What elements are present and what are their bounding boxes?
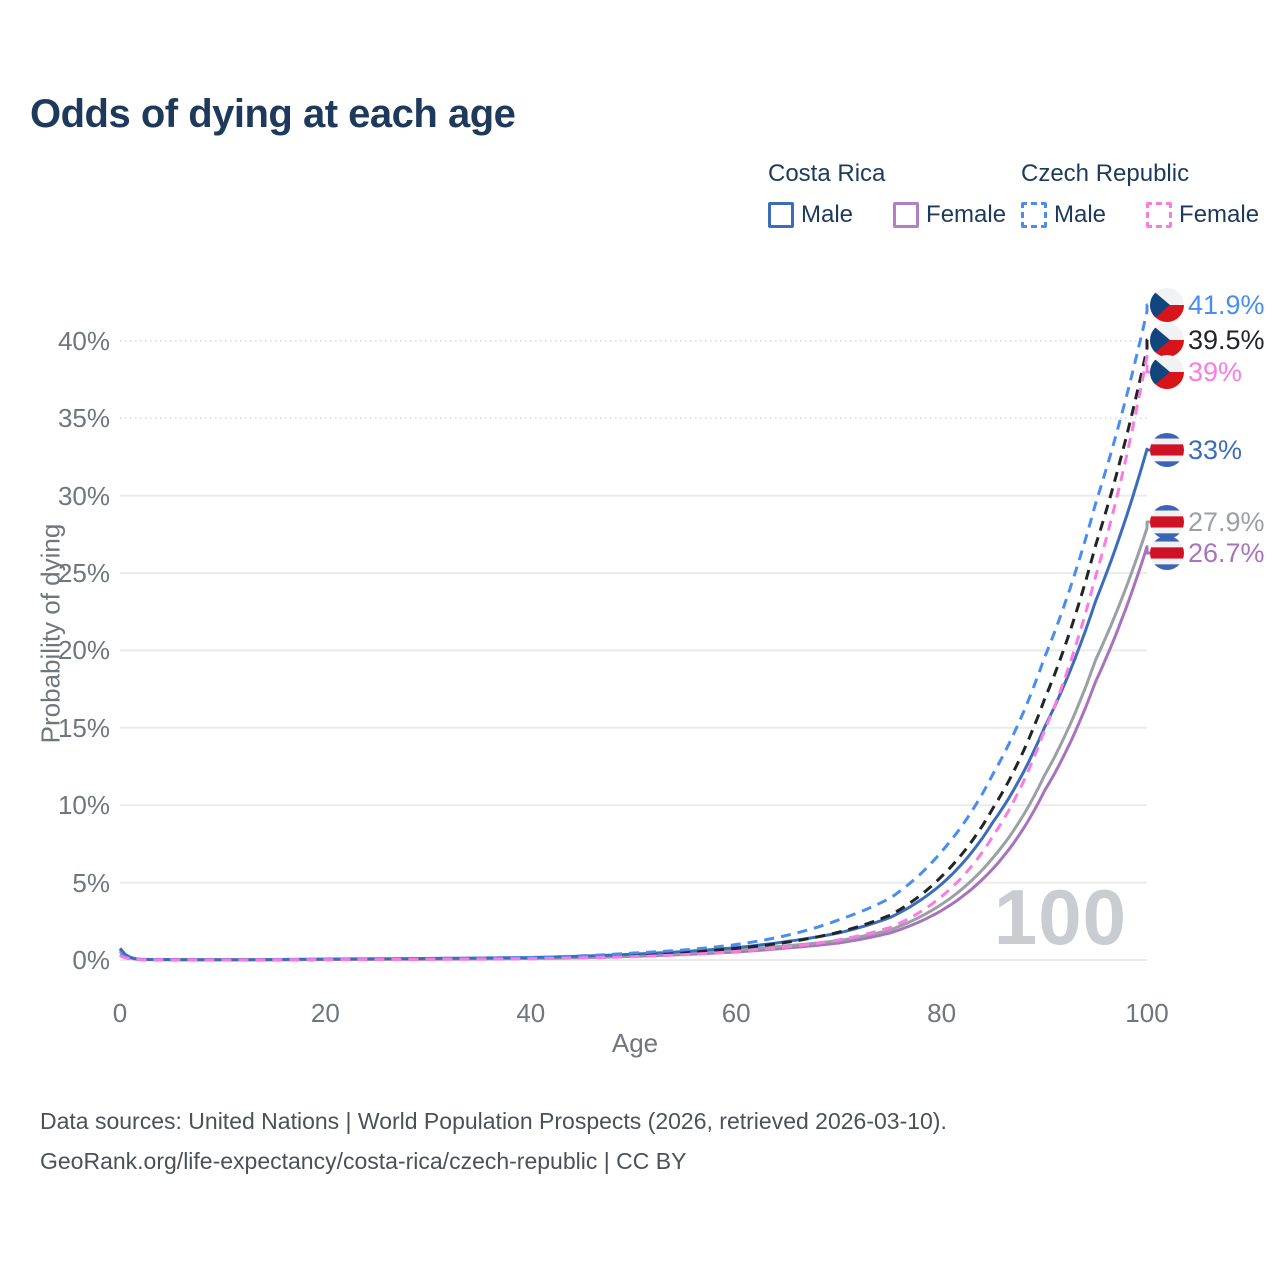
y-tick-30: 30%	[57, 480, 110, 511]
page-title: Odds of dying at each age	[30, 92, 516, 136]
end-value-label-costa-rica-female: 26.7%	[1188, 538, 1265, 568]
costa_rica-flag-icon	[1150, 505, 1184, 539]
attribution-note: GeoRank.org/life-expectancy/costa-rica/c…	[40, 1148, 687, 1174]
legend-item-label: Female	[1179, 201, 1260, 228]
czech-flag-icon	[1150, 355, 1184, 389]
legend-item-costa-rica-male[interactable]: Male	[768, 201, 853, 229]
y-tick-35: 35%	[57, 403, 110, 434]
y-tick-20: 20%	[57, 635, 110, 666]
legend-item-label: Male	[1054, 201, 1107, 228]
costa_rica-flag-icon	[1150, 536, 1184, 570]
legend-item-label: Female	[926, 201, 1007, 228]
end-value-label-czech-republic-male: 41.9%	[1188, 290, 1265, 320]
legend-item-czech-male[interactable]: Male	[1021, 201, 1106, 229]
y-tick-5: 5%	[72, 867, 110, 898]
legend-country-costa-rica[interactable]: Costa Rica	[768, 160, 1006, 193]
legend-group-costa-rica: Costa Rica Male Female	[768, 160, 1006, 229]
legend-swatch-dashed-pink	[1146, 202, 1173, 228]
series-line-costa-rica-female	[119, 545, 1151, 962]
age-counter-watermark: 100	[993, 873, 1127, 961]
y-tick-40: 40%	[57, 325, 110, 356]
legend-country-czech-republic[interactable]: Czech Republic	[1021, 160, 1259, 193]
legend-item-costa-rica-female[interactable]: Female	[893, 201, 1006, 229]
x-tick-0: 0	[112, 998, 128, 1028]
legend-swatch-dashed-blue	[1021, 202, 1047, 228]
legend-country-label: Costa Rica	[768, 160, 886, 187]
x-tick-80: 80	[927, 998, 957, 1028]
y-tick-0: 0%	[72, 945, 110, 975]
x-tick-100: 100	[1125, 998, 1169, 1028]
x-tick-40: 40	[516, 998, 546, 1028]
end-value-label-czech-republic-female: 39%	[1188, 357, 1243, 387]
legend-item-czech-female[interactable]: Female	[1146, 201, 1259, 229]
y-tick-25: 25%	[57, 558, 110, 588]
data-source-note: Data sources: United Nations | World Pop…	[40, 1108, 947, 1134]
legend-swatch-solid-blue	[768, 202, 794, 228]
czech-flag-icon	[1150, 323, 1184, 357]
end-value-label-costa-rica-both-sexes-: 27.9%	[1188, 507, 1265, 537]
series-line-czech-republic-female	[119, 354, 1151, 962]
x-tick-60: 60	[721, 998, 751, 1028]
x-tick-20: 20	[310, 998, 340, 1028]
y-tick-15: 15%	[57, 712, 110, 743]
x-axis-title: Age	[611, 1028, 659, 1058]
legend-swatch-solid-purple	[893, 202, 920, 228]
legend-item-label: Male	[801, 201, 854, 228]
legend-country-label: Czech Republic	[1021, 160, 1190, 187]
series-line-czech-republic-male	[119, 303, 1151, 962]
czech-flag-icon	[1150, 288, 1184, 322]
legend-group-czech-republic: Czech Republic Male Female	[1021, 160, 1259, 229]
series-line-costa-rica-both-sexes-	[118, 520, 1151, 962]
end-value-label-czech-republic-both-sexes-: 39.5%	[1188, 325, 1265, 355]
end-value-label-costa-rica-male: 33%	[1188, 435, 1243, 465]
costa_rica-flag-icon	[1150, 433, 1184, 467]
y-tick-10: 10%	[57, 790, 110, 821]
